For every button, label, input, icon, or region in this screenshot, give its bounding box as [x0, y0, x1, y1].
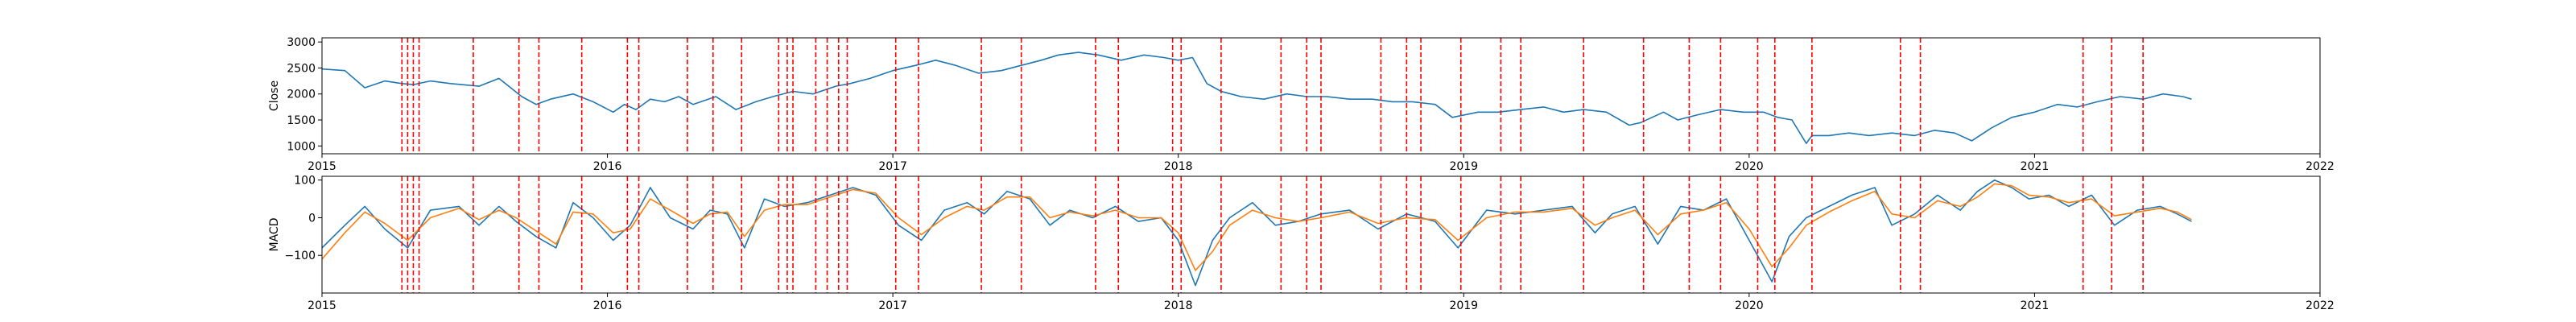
signal-series-line — [322, 183, 2192, 271]
close-y-tick-label: 2000 — [287, 89, 316, 101]
macd-x-tick-label: 2016 — [593, 299, 622, 312]
macd-series-line — [322, 179, 2192, 287]
macd-axes-frame — [321, 175, 2321, 294]
macd-x-tick-label: 2019 — [1449, 299, 1478, 312]
close-y-tick-label: 3000 — [287, 36, 316, 49]
macd-y-tick-label: 0 — [308, 212, 316, 225]
close-y-axis-label: Close — [268, 80, 281, 111]
close-x-tick-label: 2017 — [878, 160, 907, 173]
close-y-tick-label: 2500 — [287, 62, 316, 75]
macd-x-tick-label: 2022 — [2306, 299, 2334, 312]
close-x-tick-label: 2016 — [593, 160, 622, 173]
macd-y-tick-label: −100 — [285, 250, 316, 262]
macd-panel: 2015 2016 2017 2018 2019 2020 2021 2022 −100 0 100… — [268, 175, 2334, 312]
close-series-line — [322, 52, 2192, 144]
close-y-tick-label: 1000 — [287, 140, 316, 153]
close-x-tick-label: 2018 — [1164, 160, 1193, 173]
close-price-panel: 2015 2016 2017 2018 2019 2020 2021 2022 1000 1500… — [268, 36, 2334, 173]
close-x-tick-label: 2022 — [2306, 160, 2334, 173]
close-axes-frame — [321, 37, 2321, 155]
macd-y-tick-label: 100 — [294, 175, 316, 188]
macd-x-tick-label: 2021 — [2021, 299, 2050, 312]
close-x-tick-label: 2015 — [308, 160, 336, 173]
macd-x-tick-label: 2015 — [308, 299, 336, 312]
close-x-tick-label: 2021 — [2021, 160, 2050, 173]
macd-x-tick-label: 2018 — [1164, 299, 1193, 312]
close-x-tick-label: 2020 — [1735, 160, 1764, 173]
close-y-tick-label: 1500 — [287, 114, 316, 127]
macd-y-axis-label: MACD — [268, 218, 281, 252]
macd-x-tick-label: 2017 — [878, 299, 907, 312]
close-x-tick-label: 2019 — [1449, 160, 1478, 173]
macd-x-tick-label: 2020 — [1735, 299, 1764, 312]
